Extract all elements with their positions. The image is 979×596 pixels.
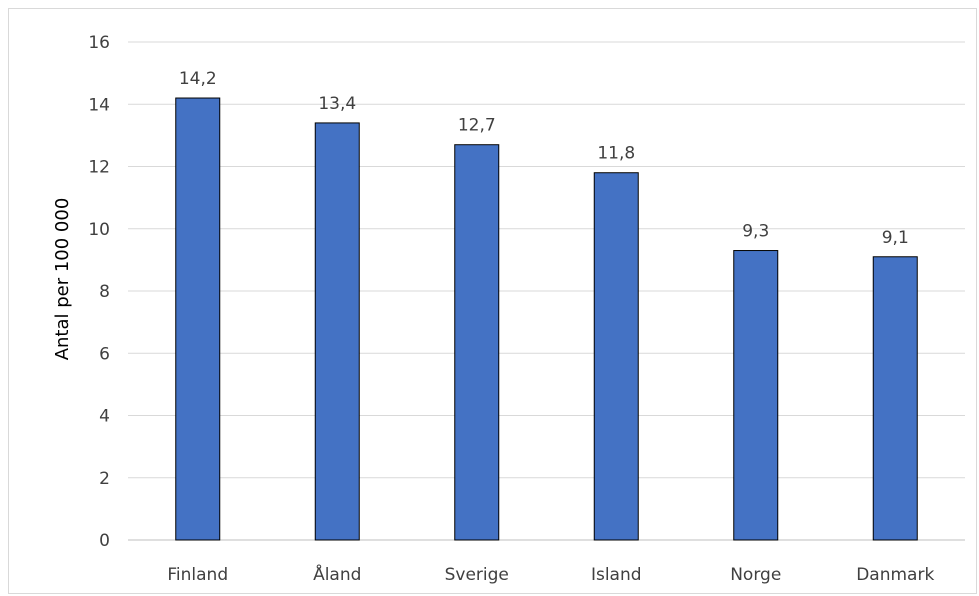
x-tick-label: Finland bbox=[167, 565, 228, 585]
y-tick-label: 16 bbox=[88, 33, 110, 53]
bar bbox=[454, 144, 500, 541]
bars bbox=[175, 97, 918, 541]
x-tick-label: Norge bbox=[730, 565, 781, 585]
x-axis-ticks: Finland Åland Sverige Island Norge Danmark bbox=[167, 563, 934, 585]
y-tick-label: 14 bbox=[88, 95, 110, 115]
x-tick-label: Sverige bbox=[445, 565, 509, 585]
bar bbox=[175, 97, 221, 541]
y-tick-label: 0 bbox=[99, 531, 110, 551]
data-labels: 14,2 13,4 12,7 11,8 9,3 9,1 bbox=[179, 69, 909, 248]
data-label: 13,4 bbox=[318, 94, 356, 114]
y-axis-label: Antal per 100 000 bbox=[52, 198, 73, 361]
x-tick-label: Island bbox=[591, 565, 642, 585]
data-label: 9,1 bbox=[882, 228, 909, 248]
data-label: 11,8 bbox=[597, 144, 635, 164]
gridlines bbox=[128, 41, 965, 541]
bar bbox=[733, 250, 779, 541]
data-label: 12,7 bbox=[458, 116, 496, 136]
y-tick-label: 6 bbox=[99, 344, 110, 364]
y-tick-label: 2 bbox=[99, 469, 110, 489]
y-axis-ticks: 0 2 4 6 8 10 12 14 16 bbox=[88, 33, 110, 551]
bar bbox=[872, 256, 918, 541]
bar bbox=[593, 172, 639, 541]
x-tick-label: Danmark bbox=[856, 565, 934, 585]
data-label: 9,3 bbox=[742, 222, 769, 242]
bar bbox=[314, 122, 360, 541]
x-tick-label: Åland bbox=[313, 563, 361, 585]
y-tick-label: 10 bbox=[88, 220, 110, 240]
data-label: 14,2 bbox=[179, 69, 217, 89]
y-tick-label: 12 bbox=[88, 158, 110, 178]
y-tick-label: 4 bbox=[99, 407, 110, 427]
y-tick-label: 8 bbox=[99, 282, 110, 302]
